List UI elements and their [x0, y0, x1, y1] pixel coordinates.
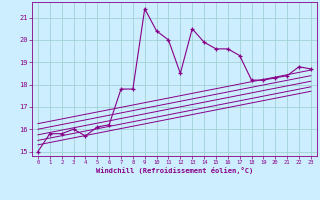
X-axis label: Windchill (Refroidissement éolien,°C): Windchill (Refroidissement éolien,°C) [96, 167, 253, 174]
